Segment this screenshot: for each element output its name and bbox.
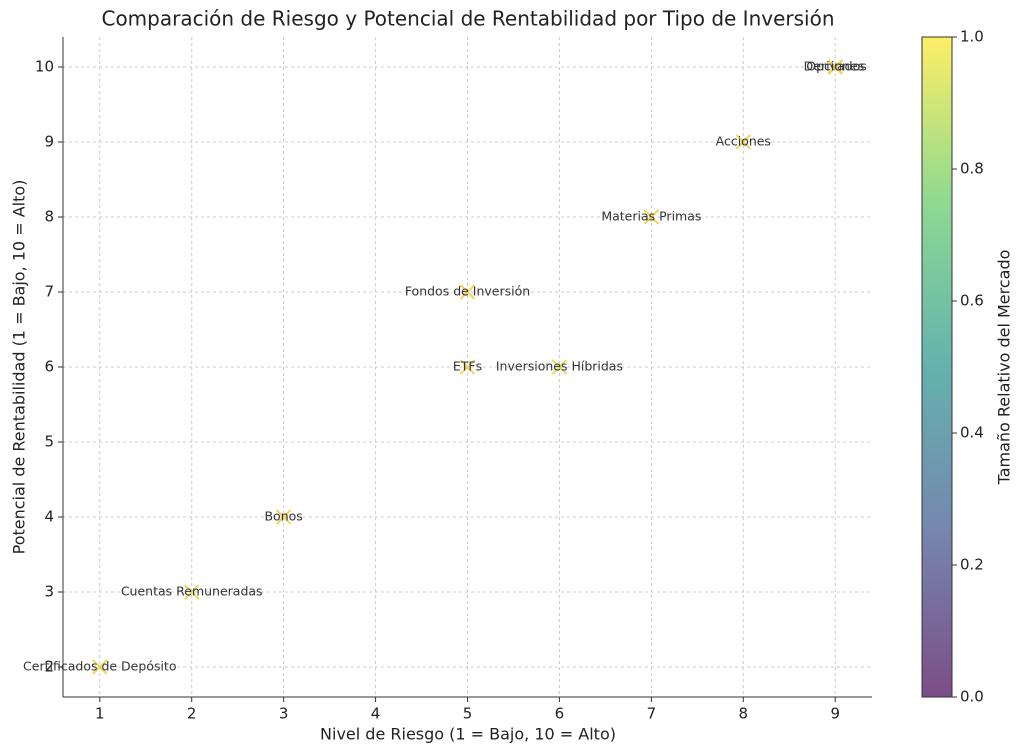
y-tick-label: 7 <box>44 283 54 301</box>
x-tick-label: 8 <box>739 705 749 723</box>
x-tick-label: 6 <box>555 705 565 723</box>
colorbar-tick-label: 0.0 <box>960 688 984 706</box>
y-tick-label: 9 <box>44 133 54 151</box>
point-label: Fondos de Inversión <box>405 284 530 299</box>
colorbar-tick-label: 1.0 <box>960 28 984 46</box>
marker <box>735 134 752 150</box>
marker <box>183 584 200 600</box>
colorbar-tick-label: 0.4 <box>960 424 984 442</box>
point-label: Opciones <box>806 59 864 74</box>
point-label: Inversiones Híbridas <box>496 359 623 374</box>
marker <box>275 509 292 525</box>
y-tick-label: 2 <box>44 658 54 676</box>
marker <box>459 359 476 375</box>
point-label: Bonos <box>264 509 302 524</box>
marker <box>827 59 843 75</box>
marker <box>459 284 476 300</box>
point-label: Certificados de Depósito <box>23 659 176 674</box>
y-tick-label: 10 <box>35 58 54 76</box>
marker <box>551 359 568 375</box>
y-tick-label: 6 <box>44 358 54 376</box>
y-axis-label: Potencial de Rentabilidad (1 = Bajo, 10 … <box>10 180 29 555</box>
x-tick-label: 9 <box>830 705 840 723</box>
colorbar-tick-label: 0.8 <box>960 160 984 178</box>
x-tick-label: 4 <box>371 705 381 723</box>
marker <box>643 209 660 225</box>
colorbar <box>921 36 953 698</box>
x-tick-label: 7 <box>647 705 657 723</box>
x-tick-label: 3 <box>279 705 289 723</box>
point-label: Materias Primas <box>601 209 701 224</box>
point-label: Acciones <box>716 134 771 149</box>
x-tick-label: 5 <box>463 705 473 723</box>
x-tick-label: 1 <box>95 705 105 723</box>
y-tick-label: 8 <box>44 208 54 226</box>
y-tick-label: 4 <box>44 508 54 526</box>
colorbar-tick-label: 0.2 <box>960 556 984 574</box>
point-label: Cuentas Remuneradas <box>121 584 263 599</box>
colorbar-tick-label: 0.6 <box>960 292 984 310</box>
colorbar-label: Tamaño Relativo del Mercado <box>995 250 1014 486</box>
x-tick-label: 2 <box>187 705 197 723</box>
y-tick-label: 5 <box>44 433 54 451</box>
marker <box>92 659 108 675</box>
chart-title: Comparación de Riesgo y Potencial de Ren… <box>101 7 834 31</box>
x-axis-label: Nivel de Riesgo (1 = Bajo, 10 = Alto) <box>320 725 616 744</box>
point-label: ETFs <box>453 359 482 374</box>
y-tick-label: 3 <box>44 583 54 601</box>
